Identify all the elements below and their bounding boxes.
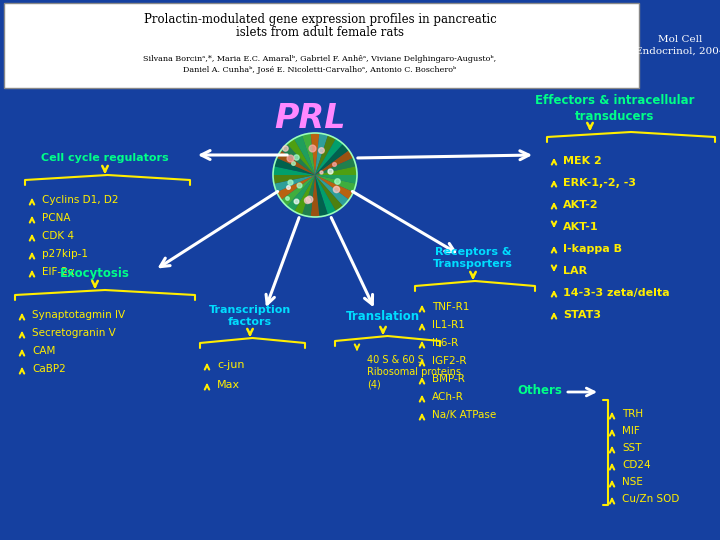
Text: Others: Others <box>518 383 562 396</box>
Text: 14-3-3 zeta/delta: 14-3-3 zeta/delta <box>563 288 670 298</box>
Text: EIF-2α: EIF-2α <box>42 267 75 277</box>
FancyBboxPatch shape <box>4 3 639 88</box>
Text: Receptors &
Transporters: Receptors & Transporters <box>433 247 513 269</box>
Wedge shape <box>315 166 357 175</box>
Wedge shape <box>315 139 343 175</box>
Text: 40 S & 60 S
Ribosomal proteins
(4): 40 S & 60 S Ribosomal proteins (4) <box>367 355 461 390</box>
Text: Na/K ATPase: Na/K ATPase <box>432 410 496 420</box>
Text: CD24: CD24 <box>622 460 651 470</box>
Wedge shape <box>315 175 354 200</box>
Wedge shape <box>315 175 356 192</box>
Text: Effectors & intracellular
transducers: Effectors & intracellular transducers <box>535 93 695 123</box>
Text: LAR: LAR <box>563 266 587 276</box>
Wedge shape <box>274 158 315 175</box>
Text: CAM: CAM <box>32 346 55 356</box>
Wedge shape <box>294 135 315 175</box>
Text: MIF: MIF <box>622 426 640 436</box>
Wedge shape <box>274 175 315 192</box>
Wedge shape <box>302 133 315 175</box>
Text: c-jun: c-jun <box>217 360 245 370</box>
Text: PRL: PRL <box>274 102 346 134</box>
Wedge shape <box>315 135 336 175</box>
Text: I-kappa B: I-kappa B <box>563 244 622 254</box>
Text: Cyclins D1, D2: Cyclins D1, D2 <box>42 195 119 205</box>
Text: IL6-R: IL6-R <box>432 338 458 348</box>
Text: Exocytosis: Exocytosis <box>60 267 130 280</box>
Wedge shape <box>276 150 315 175</box>
Text: Silvana Borcinᵃ,*, Maria E.C. Amaralᵇ, Gabriel F. Anhêᵃ, Viviane Delghingaro-Aug: Silvana Borcinᵃ,*, Maria E.C. Amaralᵇ, G… <box>143 55 497 63</box>
Wedge shape <box>273 175 315 184</box>
Text: Daniel A. Cunhaᵇ, José E. Nicoletti-Carvalhoᵃ, Antonio C. Boscheroᵇ: Daniel A. Cunhaᵇ, José E. Nicoletti-Carv… <box>184 66 456 74</box>
Text: BMP-R: BMP-R <box>432 374 465 384</box>
Text: Synaptotagmin IV: Synaptotagmin IV <box>32 310 125 320</box>
Wedge shape <box>315 175 336 215</box>
Wedge shape <box>302 175 315 217</box>
Wedge shape <box>287 175 315 211</box>
Text: Max: Max <box>217 380 240 390</box>
Wedge shape <box>287 139 315 175</box>
Wedge shape <box>315 133 328 175</box>
Text: islets from adult female rats: islets from adult female rats <box>236 26 404 39</box>
Text: MEK 2: MEK 2 <box>563 156 602 166</box>
Wedge shape <box>281 175 315 206</box>
Wedge shape <box>315 150 354 175</box>
Text: AKT-1: AKT-1 <box>563 222 598 232</box>
Text: Cu/Zn SOD: Cu/Zn SOD <box>622 494 680 504</box>
Wedge shape <box>310 175 320 217</box>
Text: STAT3: STAT3 <box>563 310 601 320</box>
Text: PCNA: PCNA <box>42 213 71 223</box>
Wedge shape <box>310 133 320 175</box>
Text: ERK-1,-2, -3: ERK-1,-2, -3 <box>563 178 636 188</box>
Wedge shape <box>281 144 315 175</box>
Wedge shape <box>315 175 328 217</box>
Wedge shape <box>315 144 349 175</box>
Wedge shape <box>315 175 357 184</box>
Text: Transcription
factors: Transcription factors <box>209 305 291 327</box>
Text: p27kip-1: p27kip-1 <box>42 249 88 259</box>
Text: Prolactin-modulated gene expression profiles in pancreatic: Prolactin-modulated gene expression prof… <box>143 13 496 26</box>
Text: IGF2-R: IGF2-R <box>432 356 467 366</box>
Text: CDK 4: CDK 4 <box>42 231 74 241</box>
Wedge shape <box>294 175 315 215</box>
Text: Cell cycle regulators: Cell cycle regulators <box>41 153 168 163</box>
Text: ACh-R: ACh-R <box>432 392 464 402</box>
Text: SST: SST <box>622 443 642 453</box>
Wedge shape <box>315 175 343 211</box>
Wedge shape <box>276 175 315 200</box>
Text: TNF-R1: TNF-R1 <box>432 302 469 312</box>
Text: IL1-R1: IL1-R1 <box>432 320 465 330</box>
Text: AKT-2: AKT-2 <box>563 200 598 210</box>
Text: CaBP2: CaBP2 <box>32 364 66 374</box>
Text: Mol Cell
Endocrinol, 2004: Mol Cell Endocrinol, 2004 <box>635 35 720 56</box>
Wedge shape <box>273 166 315 175</box>
Text: Translation: Translation <box>346 309 420 322</box>
Wedge shape <box>315 158 356 175</box>
Text: NSE: NSE <box>622 477 643 487</box>
Text: TRH: TRH <box>622 409 643 419</box>
Text: Secretogranin V: Secretogranin V <box>32 328 116 338</box>
Wedge shape <box>315 175 349 206</box>
